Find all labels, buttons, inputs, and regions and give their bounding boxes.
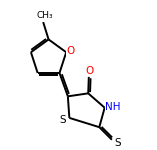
Text: NH: NH xyxy=(105,102,121,111)
Text: O: O xyxy=(66,46,75,56)
Text: CH₃: CH₃ xyxy=(36,11,53,20)
Text: S: S xyxy=(60,115,66,125)
Text: O: O xyxy=(85,66,94,76)
Text: S: S xyxy=(114,138,121,148)
